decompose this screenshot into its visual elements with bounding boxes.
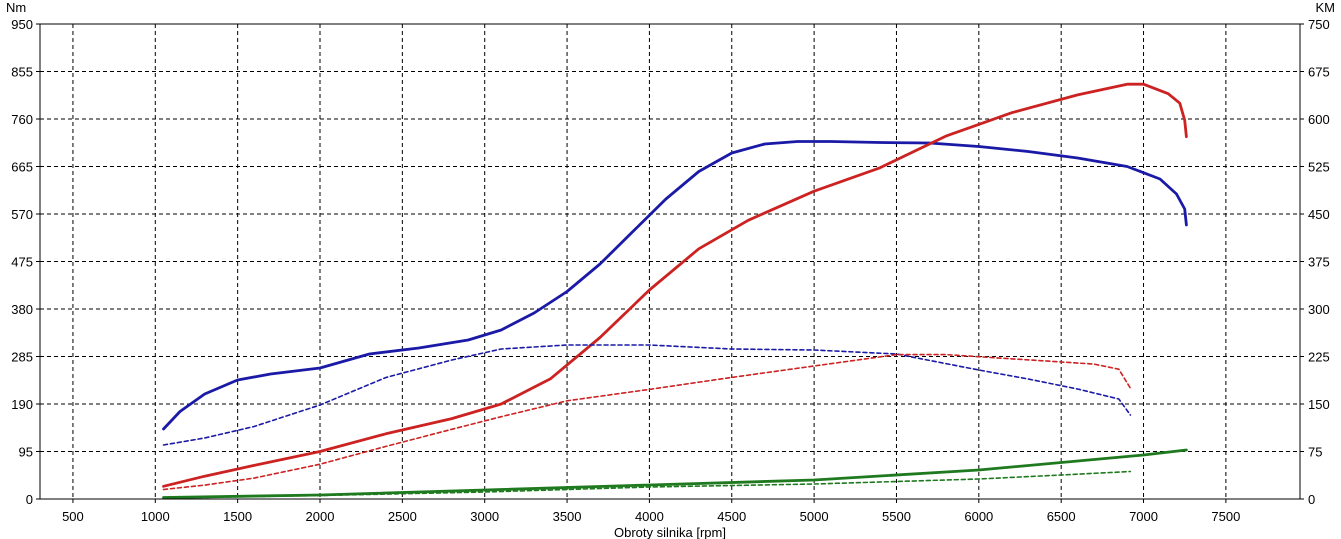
y-right-tick-label: 225 [1308, 350, 1330, 365]
y-right-unit-label: KM [1316, 0, 1336, 15]
x-tick-label: 7000 [1129, 509, 1158, 524]
y-left-tick-label: 570 [11, 207, 33, 222]
y-left-tick-label: 380 [11, 302, 33, 317]
y-right-tick-label: 750 [1308, 17, 1330, 32]
y-left-tick-label: 95 [19, 445, 33, 460]
x-tick-label: 6500 [1047, 509, 1076, 524]
x-tick-label: 2000 [306, 509, 335, 524]
series-line-3 [162, 344, 1132, 446]
x-tick-label: 6000 [964, 509, 993, 524]
y-right-tick-label: 75 [1308, 445, 1322, 460]
x-tick-label: 500 [62, 509, 84, 524]
y-left-tick-label: 760 [11, 112, 33, 127]
y-left-tick-label: 190 [11, 397, 33, 412]
tick-labels: 500 1000 1500 2000 2500 3000 3500 4000 4500 5000 5… [11, 17, 1329, 524]
series-group [162, 82, 1188, 499]
y-right-tick-label: 0 [1308, 492, 1315, 507]
y-right-tick-label: 525 [1308, 160, 1330, 175]
x-tick-label: 3000 [470, 509, 499, 524]
y-left-tick-label: 665 [11, 160, 33, 175]
x-tick-label: 5500 [882, 509, 911, 524]
y-left-tick-label: 855 [11, 65, 33, 80]
x-tick-label: 4000 [635, 509, 664, 524]
series-line-4 [162, 353, 1132, 491]
y-right-tick-label: 150 [1308, 397, 1330, 412]
y-right-tick-label: 600 [1308, 112, 1330, 127]
y-left-tick-label: 0 [26, 492, 33, 507]
y-left-tick-label: 475 [11, 255, 33, 270]
y-left-tick-label: 950 [11, 17, 33, 32]
x-tick-label: 3500 [553, 509, 582, 524]
grid [40, 24, 1300, 499]
x-axis-title: Obroty silnika [rpm] [614, 525, 726, 539]
series-line-2 [162, 82, 1188, 488]
x-tick-label: 4500 [717, 509, 746, 524]
x-tick-label: 1500 [223, 509, 252, 524]
series-line-6 [162, 470, 1132, 499]
y-left-tick-label: 285 [11, 350, 33, 365]
y-right-tick-label: 375 [1308, 255, 1330, 270]
x-tick-label: 2500 [388, 509, 417, 524]
x-tick-label: 1000 [141, 509, 170, 524]
x-tick-label: 7500 [1211, 509, 1240, 524]
x-tick-label: 5000 [800, 509, 829, 524]
y-right-tick-label: 300 [1308, 302, 1330, 317]
y-right-tick-label: 450 [1308, 207, 1330, 222]
y-right-tick-label: 675 [1308, 65, 1330, 80]
series-line-1 [162, 140, 1188, 431]
y-left-unit-label: Nm [6, 0, 26, 15]
